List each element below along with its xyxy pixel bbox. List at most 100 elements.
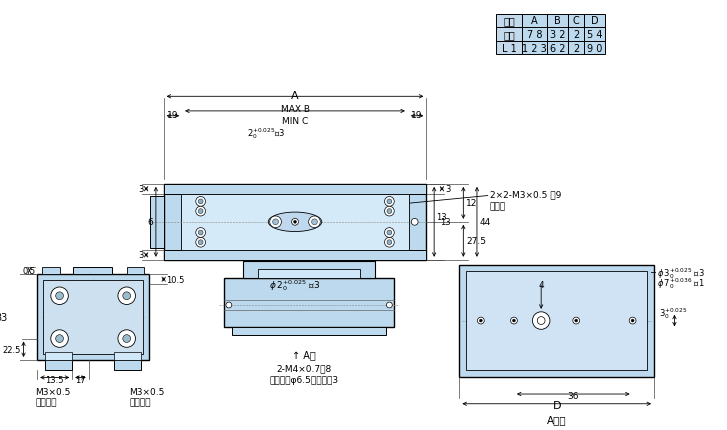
- Circle shape: [123, 292, 131, 300]
- Circle shape: [312, 219, 318, 225]
- Text: 22.5: 22.5: [2, 345, 20, 354]
- Text: $\phi\,7^{+0.036}_{0}$ 深1: $\phi\,7^{+0.036}_{0}$ 深1: [657, 275, 704, 290]
- Text: 2: 2: [573, 30, 579, 40]
- Text: 2: 2: [573, 43, 579, 53]
- Text: 3: 3: [138, 185, 143, 194]
- Text: 取付穴: 取付穴: [489, 202, 506, 211]
- Text: $2^{+0.025}_{0}$深3: $2^{+0.025}_{0}$深3: [246, 126, 285, 141]
- Bar: [522, 15, 547, 28]
- Circle shape: [385, 197, 394, 207]
- Bar: [224, 279, 394, 327]
- Bar: [547, 42, 569, 55]
- Text: 開ポート: 開ポート: [129, 397, 151, 406]
- Bar: [73, 267, 112, 275]
- Bar: [547, 28, 569, 42]
- Text: 13: 13: [436, 212, 446, 232]
- Ellipse shape: [268, 212, 322, 232]
- Circle shape: [532, 312, 550, 329]
- Circle shape: [309, 216, 321, 228]
- Bar: [244, 261, 375, 279]
- Circle shape: [56, 335, 63, 343]
- Text: 閉ポート: 閉ポート: [35, 397, 57, 406]
- Text: 44: 44: [480, 218, 491, 227]
- Circle shape: [294, 221, 297, 224]
- Text: A視図: A視図: [547, 415, 566, 424]
- Bar: [150, 196, 164, 249]
- Circle shape: [118, 287, 135, 305]
- Text: 10.5: 10.5: [166, 275, 185, 284]
- Text: 7 8: 7 8: [526, 30, 542, 40]
- Text: A: A: [292, 91, 299, 101]
- Bar: [569, 42, 584, 55]
- Circle shape: [478, 317, 484, 324]
- Text: MIN C: MIN C: [282, 117, 308, 126]
- Circle shape: [537, 317, 545, 325]
- Text: C: C: [573, 16, 579, 26]
- Circle shape: [196, 238, 206, 248]
- Bar: [126, 267, 144, 275]
- Text: MAX B: MAX B: [281, 104, 310, 114]
- Circle shape: [387, 230, 392, 235]
- Bar: [43, 280, 143, 354]
- Bar: [258, 269, 360, 279]
- Circle shape: [513, 319, 515, 322]
- Circle shape: [575, 319, 578, 322]
- Circle shape: [479, 319, 482, 322]
- Bar: [37, 275, 149, 360]
- Text: D: D: [553, 400, 561, 410]
- Bar: [522, 28, 547, 42]
- Text: 6: 6: [147, 218, 153, 227]
- Text: $\phi\,2^{+0.025}_{0}$ 深3: $\phi\,2^{+0.025}_{0}$ 深3: [270, 277, 321, 292]
- Text: 2×2-M3×0.5 深9: 2×2-M3×0.5 深9: [489, 190, 561, 199]
- Circle shape: [226, 302, 232, 308]
- Bar: [497, 28, 522, 42]
- Bar: [584, 15, 606, 28]
- Text: 3 2: 3 2: [550, 30, 566, 40]
- Bar: [466, 272, 647, 370]
- Text: M3×0.5: M3×0.5: [35, 387, 71, 396]
- Bar: [164, 184, 426, 194]
- Bar: [42, 267, 60, 275]
- Text: 6 2: 6 2: [550, 43, 566, 53]
- Bar: [569, 15, 584, 28]
- Bar: [164, 184, 426, 260]
- Bar: [45, 360, 72, 370]
- Bar: [497, 15, 522, 28]
- Text: 27.5: 27.5: [466, 237, 486, 246]
- Circle shape: [411, 219, 418, 226]
- Bar: [584, 28, 606, 42]
- Circle shape: [198, 200, 203, 204]
- Circle shape: [196, 228, 206, 238]
- Text: 3: 3: [138, 251, 143, 260]
- Circle shape: [387, 302, 393, 308]
- Circle shape: [270, 216, 281, 228]
- Text: 4: 4: [539, 280, 544, 289]
- Circle shape: [292, 219, 298, 226]
- Circle shape: [273, 219, 278, 225]
- Circle shape: [573, 317, 579, 324]
- Circle shape: [196, 207, 206, 216]
- Text: 1 2 3: 1 2 3: [522, 43, 547, 53]
- Circle shape: [387, 240, 392, 245]
- Circle shape: [385, 207, 394, 216]
- Text: L 1: L 1: [502, 43, 516, 53]
- Circle shape: [118, 330, 135, 347]
- Bar: [569, 28, 584, 42]
- Circle shape: [385, 228, 394, 238]
- Text: 2-M4×0.7深8: 2-M4×0.7深8: [277, 363, 332, 372]
- Text: $\phi\,3^{+0.025}_{0}$ 深3: $\phi\,3^{+0.025}_{0}$ 深3: [657, 265, 704, 280]
- Text: ↑ A視: ↑ A視: [292, 349, 316, 359]
- Bar: [114, 360, 141, 370]
- Text: 12: 12: [466, 199, 478, 208]
- Text: 型式: 型式: [503, 16, 515, 26]
- Bar: [164, 250, 426, 260]
- Bar: [114, 352, 141, 360]
- Text: 5 4: 5 4: [587, 30, 603, 40]
- Circle shape: [51, 330, 68, 347]
- Text: 標準: 標準: [503, 30, 515, 40]
- Text: 3: 3: [445, 185, 450, 194]
- Circle shape: [196, 197, 206, 207]
- Text: 19: 19: [411, 111, 423, 120]
- Text: 36: 36: [568, 391, 579, 400]
- Circle shape: [198, 240, 203, 245]
